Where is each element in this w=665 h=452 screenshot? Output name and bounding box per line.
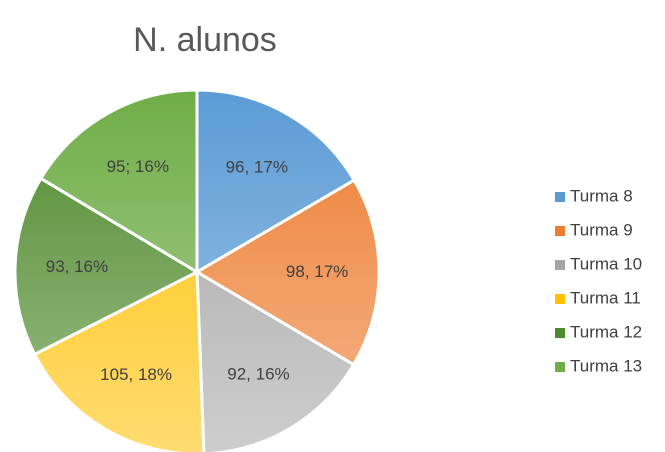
pie-slice: [13, 176, 201, 357]
data-label: 93, 16%: [46, 257, 108, 276]
chart-title: N. alunos: [133, 21, 277, 59]
legend-swatch: [555, 362, 565, 372]
legend-label: Turma 9: [570, 220, 633, 239]
data-label: 95; 16%: [107, 157, 169, 176]
data-label: 96, 17%: [226, 157, 288, 176]
pie-slice: [38, 88, 199, 275]
data-label: 105, 18%: [100, 365, 172, 384]
legend-swatch: [555, 226, 565, 236]
data-label: 98, 17%: [286, 262, 348, 281]
legend-label: Turma 10: [570, 254, 642, 273]
pie-slice: [195, 269, 356, 452]
legend-swatch: [555, 294, 565, 304]
data-label: 92, 16%: [227, 365, 289, 384]
pie-slice: [32, 269, 206, 452]
legend-label: Turma 13: [570, 356, 642, 375]
legend-swatch: [555, 260, 565, 270]
legend-label: Turma 11: [570, 288, 641, 307]
legend-swatch: [555, 328, 565, 338]
legend-swatch: [555, 192, 565, 202]
pie-slice: [194, 178, 381, 367]
legend-label: Turma 12: [570, 322, 642, 341]
legend-label: Turma 8: [570, 186, 633, 205]
pie-slice: [195, 88, 357, 275]
